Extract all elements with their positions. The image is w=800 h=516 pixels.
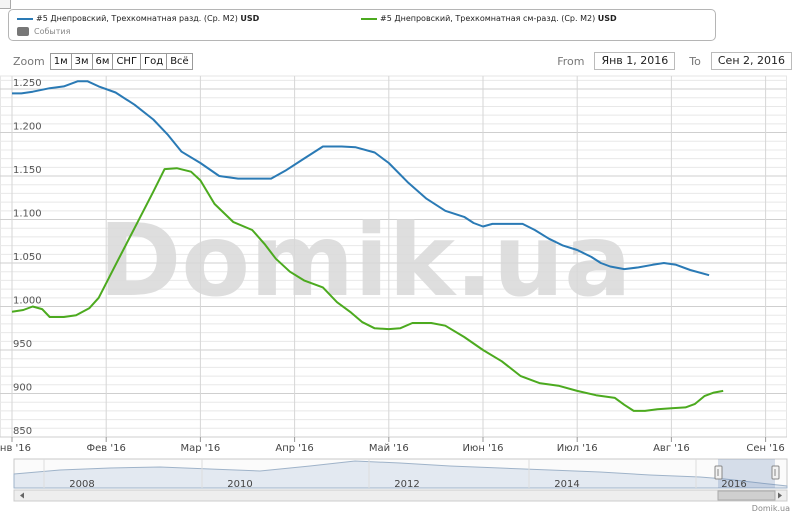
y-tick-label: 950 [13,339,32,350]
footer-brand: Domik.ua [751,504,790,513]
navigator-scrollbar[interactable] [13,489,788,502]
x-tick-label: Авг '16 [653,443,690,454]
y-tick-label: 1.050 [13,252,42,263]
legend-series-b-label: #5 Днепровский, Трехкомнатная см-разд. (… [380,14,596,23]
x-tick-label: Мар '16 [181,443,221,454]
scroll-right-arrow-icon[interactable] [778,492,782,499]
chart-grid [0,75,787,438]
chart-series [11,80,724,412]
series-b-line[interactable] [11,167,724,412]
watermark-text: Domik.ua [98,202,631,319]
scroll-left-arrow-icon[interactable] [20,492,24,499]
x-tick-label: Июл '16 [557,443,598,454]
series-a-line[interactable] [12,80,710,277]
chart-menu-tab[interactable] [0,0,11,9]
navigator-area [13,460,788,489]
series-b-swatch-icon [361,17,377,20]
navigator-year-label: 2010 [227,479,252,490]
y-tick-label: 1.200 [13,122,42,133]
navigator-year-label: 2012 [394,479,419,490]
range-to-label: To [689,54,701,68]
range-to-input[interactable]: Сен 2, 2016 [710,52,792,70]
legend-series-a-currency: USD [240,14,260,23]
legend-item-events[interactable]: События [17,27,70,36]
y-tick-label: 1.150 [13,165,42,176]
y-tick-label: 900 [13,383,32,394]
navigator-year-label: 2014 [554,479,579,490]
legend-item-series-a[interactable]: #5 Днепровский, Трехкомнатная разд. (Ср.… [17,14,259,23]
zoom-controls: Zoom 1м 3м 6м СНГ Год Всё [13,53,193,70]
series-a-swatch-icon [17,17,33,20]
navigator-year-label: 2008 [69,479,94,490]
y-tick-label: 1.100 [13,209,42,220]
x-tick-label: Апр '16 [275,443,313,454]
x-tick-label: Май '16 [369,443,409,454]
y-tick-label: 1.250 [13,78,42,89]
chart-axes: 850 900 950 1.000 1.050 1.100 1.150 1.200 1.250 Я… [0,78,785,454]
legend-series-a-label: #5 Днепровский, Трехкомнатная разд. (Ср.… [36,14,238,23]
y-tick-label: 1.000 [13,296,42,307]
legend-series-b-currency: USD [597,14,617,23]
range-from-input[interactable]: Янв 1, 2016 [594,52,676,70]
legend-item-series-b[interactable]: #5 Днепровский, Трехкомнатная см-разд. (… [361,14,617,23]
x-tick-label: Июн '16 [462,443,503,454]
scrollbar-thumb[interactable] [717,490,776,501]
navigator-selection[interactable] [718,459,775,488]
navigator-year-label: 2016 [721,479,746,490]
range-from-label: From [557,54,585,68]
y-tick-label: 850 [13,426,32,437]
legend-events-label: События [34,27,71,36]
x-tick-label: Фев '16 [87,443,126,454]
date-range-selector: From Янв 1, 2016 To Сен 2, 2016 [557,52,792,70]
zoom-6m-button[interactable]: 6м [91,53,114,70]
legend: #5 Днепровский, Трехкомнатная разд. (Ср.… [8,9,716,41]
zoom-3m-button[interactable]: 3м [70,53,93,70]
events-box-icon [17,27,29,36]
x-tick-label: Сен '16 [746,443,784,454]
navigator[interactable]: 2008 2010 2012 2014 2016 [13,458,788,502]
zoom-all-button[interactable]: Всё [166,53,193,70]
zoom-label: Zoom [13,55,45,68]
x-tick-label: Янв '16 [0,443,31,454]
